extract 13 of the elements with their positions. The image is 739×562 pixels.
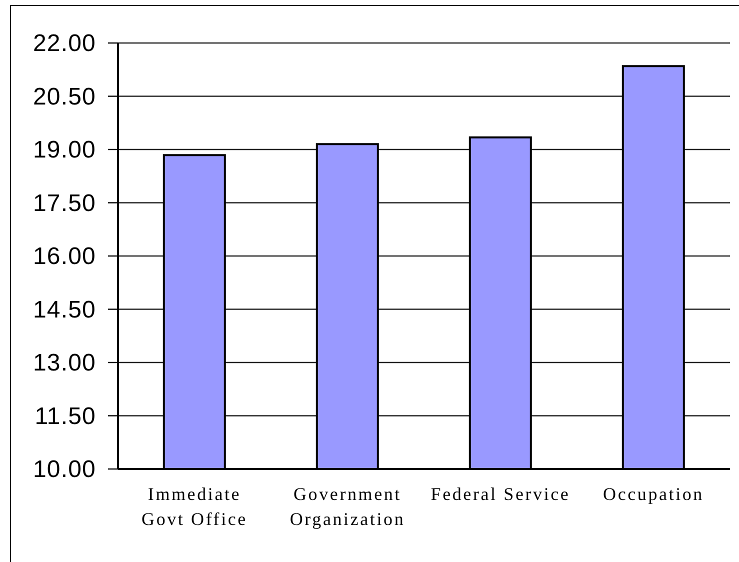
x-tick-label: Immediate Govt Office (142, 484, 248, 529)
y-tick-label: 19.00 (32, 136, 96, 164)
y-tick-label: 13.00 (32, 350, 96, 376)
y-tick-label: 11.50 (34, 402, 96, 430)
x-tick-label: Federal Service (430, 484, 570, 504)
y-tick-label: 20.50 (32, 83, 96, 110)
y-tick-label: 22.00 (32, 30, 96, 57)
y-tick-label: 16.00 (32, 243, 96, 270)
y-tick-label: 14.50 (32, 296, 96, 324)
y-tick-label: 17.50 (32, 190, 96, 217)
y-tick-label: 10.00 (32, 456, 96, 483)
x-tick-label: Occupation (603, 484, 704, 504)
x-tick-label: Government Organization (290, 484, 406, 529)
